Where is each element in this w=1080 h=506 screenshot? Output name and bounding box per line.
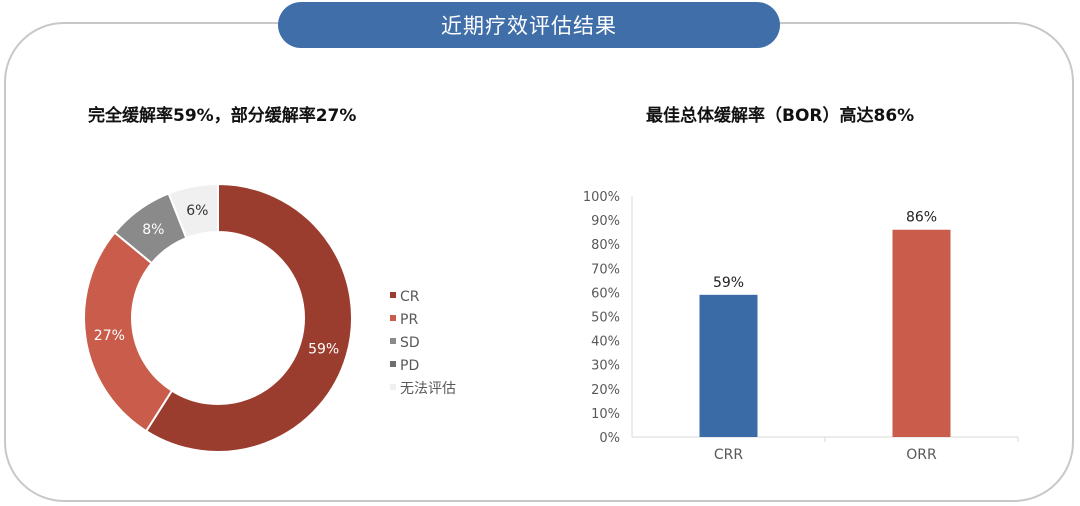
y-tick-label: 60% — [591, 286, 620, 301]
y-tick-label: 10% — [591, 407, 620, 422]
legend-swatch — [390, 361, 396, 367]
bar-crr — [699, 294, 758, 437]
y-tick-label: 30% — [591, 359, 620, 374]
y-tick-label: 20% — [591, 383, 620, 398]
y-tick-label: 90% — [591, 214, 620, 229]
donut-slice-pr — [83, 231, 174, 433]
y-tick-label: 70% — [591, 262, 620, 277]
donut-data-label: 6% — [186, 203, 208, 219]
y-tick-label: 0% — [599, 431, 620, 446]
bar-data-label: 59% — [713, 275, 744, 291]
donut-chart-title: 完全缓解率59%，部分缓解率27% — [88, 106, 357, 126]
legend-label: PD — [400, 358, 419, 374]
y-tick-label: 50% — [591, 311, 620, 326]
bar-chart-title: 最佳总体缓解率（BOR）高达86% — [646, 106, 915, 126]
y-tick-label: 40% — [591, 335, 620, 350]
legend-swatch — [390, 384, 396, 390]
donut-data-label: 59% — [308, 342, 339, 358]
donut-slice-cr — [144, 182, 353, 453]
page-title-banner: 近期疗效评估结果 — [278, 2, 780, 48]
x-tick-label: CRR — [714, 447, 744, 463]
legend-swatch — [390, 315, 396, 321]
y-tick-label: 80% — [591, 238, 620, 253]
donut-slice-无法评估 — [167, 182, 219, 240]
legend-swatch — [390, 292, 396, 298]
bar-orr — [892, 229, 951, 437]
y-tick-label: 100% — [583, 190, 620, 205]
donut-data-label: 8% — [142, 222, 164, 238]
legend-label: SD — [400, 335, 420, 351]
legend-label: CR — [400, 289, 420, 305]
legend-label: PR — [400, 312, 418, 328]
bar-data-label: 86% — [906, 210, 937, 226]
legend-label: 无法评估 — [400, 381, 456, 397]
legend-swatch — [390, 338, 396, 344]
x-tick-label: ORR — [906, 447, 937, 463]
donut-data-label: 27% — [94, 328, 125, 344]
